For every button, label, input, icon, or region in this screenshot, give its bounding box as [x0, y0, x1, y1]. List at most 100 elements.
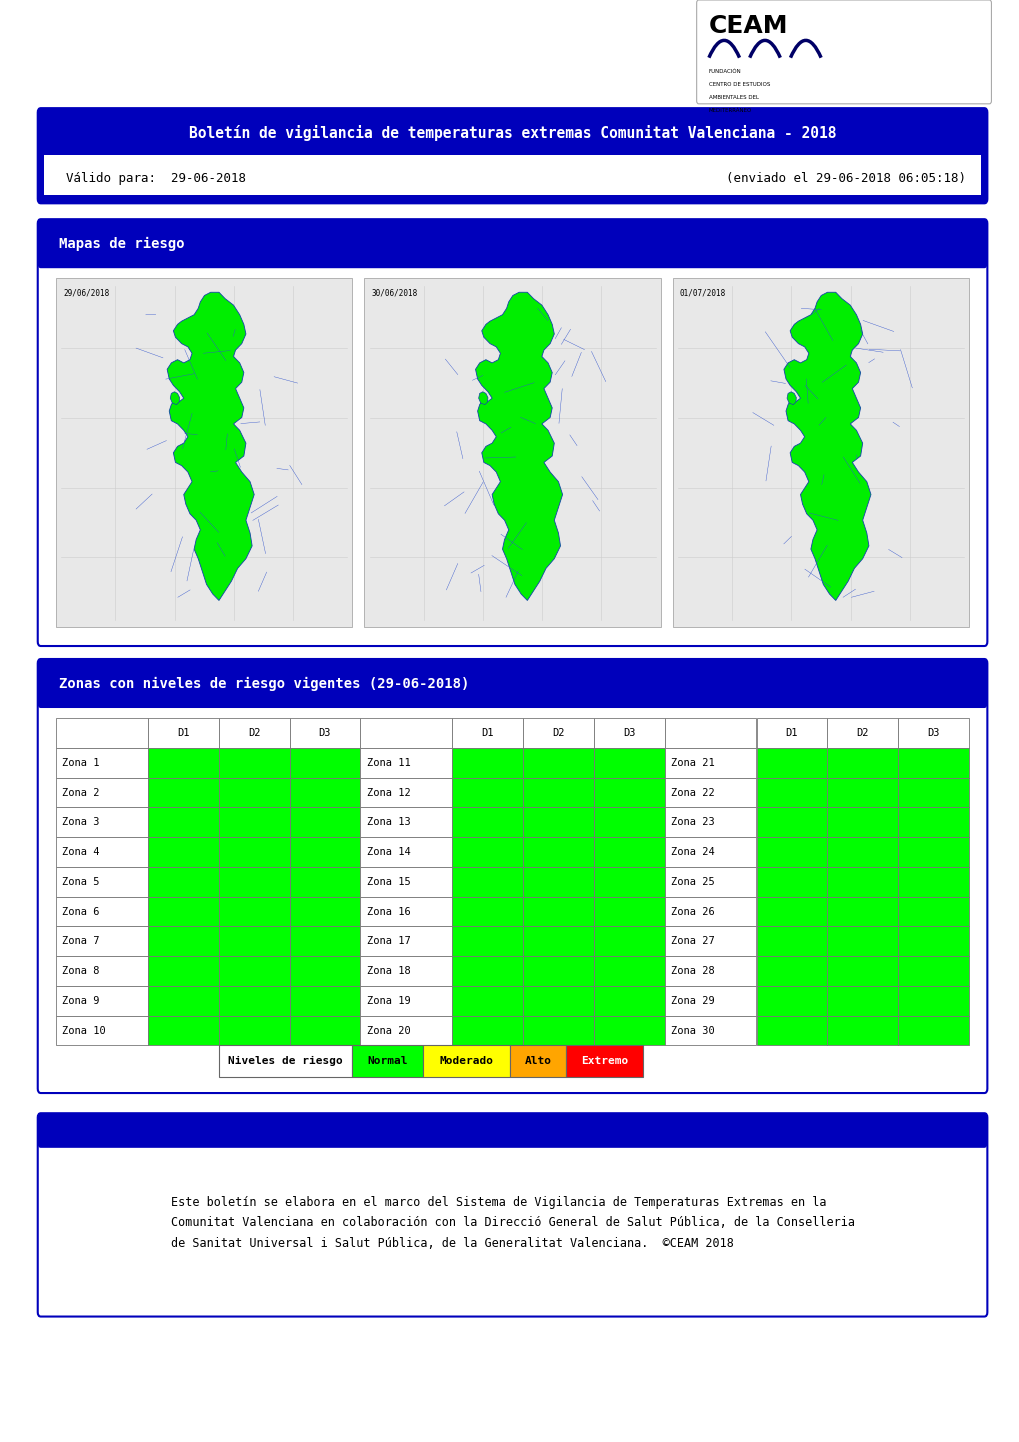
- Bar: [289, 777, 360, 808]
- Bar: [826, 748, 898, 777]
- Text: D2: D2: [856, 728, 868, 738]
- Bar: [523, 838, 593, 867]
- Text: FUNDACIÓN: FUNDACIÓN: [708, 69, 741, 74]
- Bar: [289, 718, 360, 748]
- Bar: [289, 1015, 360, 1045]
- Text: Zona 28: Zona 28: [671, 966, 714, 976]
- Text: D1: D1: [481, 728, 493, 738]
- FancyBboxPatch shape: [38, 108, 986, 203]
- Bar: [56, 278, 352, 627]
- Bar: [593, 838, 664, 867]
- FancyBboxPatch shape: [696, 0, 990, 104]
- Bar: [148, 956, 218, 986]
- Bar: [56, 838, 148, 867]
- Bar: [898, 867, 968, 897]
- Bar: [218, 777, 289, 808]
- Bar: [898, 926, 968, 956]
- Bar: [148, 1015, 218, 1045]
- Text: Zona 10: Zona 10: [62, 1025, 106, 1035]
- Bar: [218, 718, 289, 748]
- Text: 01/07/2018: 01/07/2018: [680, 288, 726, 297]
- Bar: [148, 986, 218, 1015]
- Text: Válido para:  29-06-2018: Válido para: 29-06-2018: [66, 172, 246, 185]
- Text: CENTRO DE ESTUDIOS: CENTRO DE ESTUDIOS: [708, 82, 769, 87]
- Text: Zona 11: Zona 11: [366, 757, 410, 767]
- Bar: [523, 956, 593, 986]
- Text: Zona 19: Zona 19: [366, 996, 410, 1007]
- Bar: [898, 777, 968, 808]
- Bar: [451, 748, 523, 777]
- Bar: [451, 838, 523, 867]
- Bar: [360, 777, 451, 808]
- Bar: [218, 838, 289, 867]
- Text: D3: D3: [926, 728, 938, 738]
- Bar: [523, 867, 593, 897]
- Text: D1: D1: [785, 728, 798, 738]
- Bar: [219, 1045, 352, 1077]
- Bar: [56, 986, 148, 1015]
- Bar: [360, 838, 451, 867]
- Text: Zona 24: Zona 24: [671, 846, 714, 857]
- Bar: [289, 897, 360, 926]
- Bar: [56, 777, 148, 808]
- Bar: [451, 718, 523, 748]
- Text: Extremo: Extremo: [580, 1057, 628, 1066]
- Text: Niveles de riesgo: Niveles de riesgo: [228, 1057, 342, 1066]
- Bar: [898, 956, 968, 986]
- Text: Zona 30: Zona 30: [671, 1025, 714, 1035]
- Bar: [148, 867, 218, 897]
- Bar: [898, 718, 968, 748]
- Bar: [56, 748, 148, 777]
- Bar: [664, 1015, 756, 1045]
- Bar: [451, 777, 523, 808]
- Bar: [56, 956, 148, 986]
- Text: Este boletín se elabora en el marco del Sistema de Vigilancia de Temperaturas Ex: Este boletín se elabora en el marco del …: [170, 1195, 854, 1250]
- Bar: [148, 777, 218, 808]
- Text: Moderado: Moderado: [439, 1057, 493, 1066]
- Bar: [593, 926, 664, 956]
- Bar: [566, 1045, 642, 1077]
- Bar: [523, 1015, 593, 1045]
- Text: 29/06/2018: 29/06/2018: [63, 288, 109, 297]
- Text: Zona 17: Zona 17: [366, 936, 410, 946]
- Bar: [360, 808, 451, 838]
- Bar: [523, 897, 593, 926]
- Text: Zona 18: Zona 18: [366, 966, 410, 976]
- Bar: [523, 718, 593, 748]
- Bar: [289, 867, 360, 897]
- Bar: [593, 986, 664, 1015]
- FancyBboxPatch shape: [38, 1113, 986, 1317]
- Bar: [826, 808, 898, 838]
- Text: Zona 2: Zona 2: [62, 787, 100, 797]
- Bar: [218, 897, 289, 926]
- Text: Zona 7: Zona 7: [62, 936, 100, 946]
- Bar: [898, 986, 968, 1015]
- Bar: [352, 1045, 423, 1077]
- Bar: [756, 808, 826, 838]
- Text: Zona 20: Zona 20: [366, 1025, 410, 1035]
- Text: Boletín de vigilancia de temperaturas extremas Comunitat Valenciana - 2018: Boletín de vigilancia de temperaturas ex…: [189, 125, 836, 141]
- Bar: [826, 956, 898, 986]
- Text: Zona 4: Zona 4: [62, 846, 100, 857]
- Bar: [148, 748, 218, 777]
- Bar: [289, 926, 360, 956]
- Bar: [593, 867, 664, 897]
- Text: Zona 5: Zona 5: [62, 877, 100, 887]
- Bar: [756, 777, 826, 808]
- Bar: [289, 808, 360, 838]
- FancyBboxPatch shape: [38, 1113, 986, 1148]
- Text: D3: D3: [623, 728, 635, 738]
- Bar: [451, 897, 523, 926]
- Bar: [898, 897, 968, 926]
- Bar: [664, 867, 756, 897]
- Text: D2: D2: [248, 728, 260, 738]
- Text: AMBIENTALES DEL: AMBIENTALES DEL: [708, 95, 758, 99]
- Bar: [826, 926, 898, 956]
- Text: Normal: Normal: [367, 1057, 408, 1066]
- Bar: [756, 1015, 826, 1045]
- Text: Alto: Alto: [524, 1057, 551, 1066]
- Bar: [593, 897, 664, 926]
- Bar: [510, 1045, 566, 1077]
- Bar: [664, 748, 756, 777]
- Bar: [148, 808, 218, 838]
